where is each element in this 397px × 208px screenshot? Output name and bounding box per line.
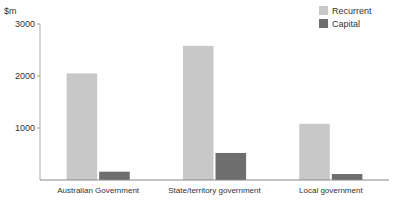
legend-swatch [319,19,328,28]
bar [183,46,214,180]
y-axis [40,24,41,180]
y-tick-label: 3000 [15,19,35,29]
x-tick-label: Local government [299,186,363,195]
bars [67,46,363,180]
y-tick-label: 1000 [15,123,35,133]
legend-label: Capital [332,19,360,29]
bar [216,153,247,180]
bar [332,174,363,180]
x-tick-label: Australian Government [57,186,140,195]
y-tick-label: 2000 [15,71,35,81]
y-axis-label: $m [4,6,17,16]
bar [299,124,330,180]
x-tick-label: State/territory government [168,186,261,195]
legend: Recurrent Capital [319,6,372,29]
x-axis [40,180,389,181]
bar [67,73,98,180]
legend-label: Recurrent [332,6,372,16]
bar [99,172,130,180]
chart: 1000 2000 3000 $m Australian Government State… [0,0,397,208]
legend-swatch [319,6,328,15]
